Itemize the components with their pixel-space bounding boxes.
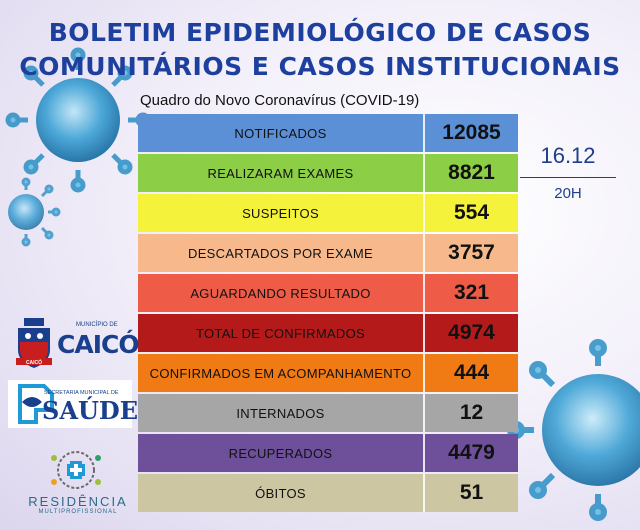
row-recuperados: RECUPERADOS 4479: [138, 434, 518, 472]
row-label: RECUPERADOS: [138, 434, 425, 472]
caico-logo: CAICÓ MUNICÍPIO DE CAICÓ: [14, 318, 140, 370]
row-value: 3757: [448, 241, 495, 264]
row-obitos: ÓBITOS 51: [138, 474, 518, 512]
row-value: 51: [459, 481, 484, 504]
row-value: 12085: [442, 121, 501, 144]
row-value: 4974: [448, 321, 495, 344]
row-value: 554: [453, 201, 490, 224]
bulletin-title-line-2: COMUNITÁRIOS E CASOS INSTITUCIONAIS: [19, 52, 621, 81]
row-descartados: DESCARTADOS POR EXAME 3757: [138, 234, 518, 272]
row-label: SUSPEITOS: [138, 194, 425, 232]
virus-illustration-top-left: [5, 47, 151, 247]
virus-illustration-bottom-right: [507, 339, 640, 521]
row-label: TOTAL DE CONFIRMADOS: [138, 314, 425, 352]
row-suspeitos: SUSPEITOS 554: [138, 194, 518, 232]
residencia-big-text: RESIDÊNCIA: [28, 494, 128, 509]
row-label: AGUARDANDO RESULTADO: [138, 274, 425, 312]
caico-banner-text: CAICÓ: [26, 358, 42, 366]
bulletin-time: 20H: [554, 185, 582, 202]
bulletin-title-line-1: BOLETIM EPIDEMIOLÓGICO DE CASOS: [48, 18, 592, 47]
virus-large-icon: [5, 47, 151, 193]
row-aguardando: AGUARDANDO RESULTADO 321: [138, 274, 518, 312]
date-divider: [520, 177, 616, 178]
caico-big-text: CAICÓ: [57, 330, 140, 359]
row-label: DESCARTADOS POR EXAME: [138, 234, 425, 272]
row-value: 4479: [448, 441, 495, 464]
caico-small-text: MUNICÍPIO DE: [76, 322, 118, 328]
row-value: 321: [453, 281, 490, 304]
residencia-small-text: MULTIPROFISSIONAL: [38, 509, 118, 515]
row-value: 8821: [448, 161, 495, 184]
row-total-confirmados: TOTAL DE CONFIRMADOS 4974: [138, 314, 518, 352]
row-label: NOTIFICADOS: [138, 114, 425, 152]
row-label: REALIZARAM EXAMES: [138, 154, 425, 192]
saude-big-text: SAÚDE: [42, 396, 138, 425]
saude-logo: SECRETARIA MUNICIPAL DE SAÚDE: [8, 380, 138, 428]
row-label: INTERNADOS: [138, 394, 425, 432]
row-notificados: NOTIFICADOS 12085: [138, 114, 518, 152]
row-value: 444: [453, 361, 490, 384]
row-realizaram-exames: REALIZARAM EXAMES 8821: [138, 154, 518, 192]
row-internados: INTERNADOS 12: [138, 394, 518, 432]
saude-cross-icon: [18, 384, 54, 424]
row-label: CONFIRMADOS EM ACOMPANHAMENTO: [138, 354, 425, 392]
table-subtitle: Quadro do Novo Coronavírus (COVID-19): [140, 92, 420, 109]
row-value: 12: [459, 401, 484, 424]
residencia-logo: RESIDÊNCIA MULTIPROFISSIONAL: [28, 448, 128, 520]
row-acompanhamento: CONFIRMADOS EM ACOMPANHAMENTO 444: [138, 354, 518, 392]
row-label: ÓBITOS: [138, 474, 425, 512]
caico-crest-icon: CAICÓ: [16, 318, 52, 368]
virus-small-icon: [8, 177, 61, 247]
bulletin-date: 16.12: [540, 143, 596, 168]
virus-bottom-icon: [507, 339, 640, 521]
saude-small-text: SECRETARIA MUNICIPAL DE: [44, 390, 119, 396]
residencia-emblem-icon: [51, 451, 101, 489]
